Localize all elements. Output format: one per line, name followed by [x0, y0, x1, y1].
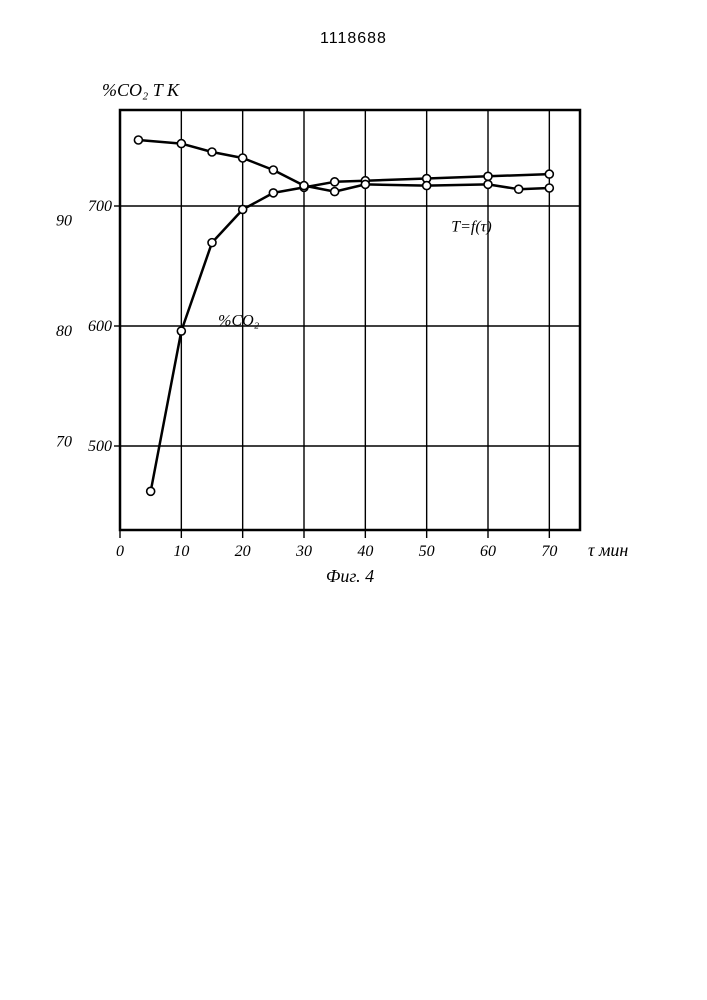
x-tick-label: 60 [480, 543, 496, 560]
series-label: %CO₂ [218, 313, 260, 330]
series-marker [134, 136, 142, 144]
series-marker [484, 172, 492, 180]
x-tick-label: 10 [173, 543, 189, 560]
x-tick-label: 40 [357, 543, 373, 560]
series-marker [484, 180, 492, 188]
x-tick-label: 50 [419, 543, 435, 560]
chart: 0 10 20 30 40 50 60 70 τ мин 70 80 90 500 600 700 %CO₂ … [0, 0, 707, 1000]
y1-tick-label: 80 [56, 323, 72, 340]
series-marker [545, 184, 553, 192]
series-marker [239, 154, 247, 162]
series-marker [177, 140, 185, 148]
series-marker [515, 185, 523, 193]
x-tick-label: 0 [116, 543, 124, 560]
x-axis-label: τ мин [588, 540, 628, 560]
x-tick-label: 30 [295, 543, 312, 560]
plot-frame [120, 110, 580, 530]
x-tick-label: 70 [541, 543, 557, 560]
x-tick-label: 20 [235, 543, 251, 560]
series-marker [239, 205, 247, 213]
document-number: 1118688 [0, 30, 707, 48]
series-marker [147, 487, 155, 495]
y-axis-label: %CO₂ T K [102, 80, 180, 100]
series-marker [545, 170, 553, 178]
series-marker [300, 182, 308, 190]
series-marker [331, 178, 339, 186]
figure-caption: Фиг. 4 [326, 566, 374, 586]
y2-tick-label: 700 [88, 198, 112, 215]
y1-tick-label: 70 [56, 434, 72, 451]
series-marker [423, 182, 431, 190]
series-marker [177, 327, 185, 335]
y2-tick-label: 600 [88, 318, 112, 335]
y2-tick-label: 500 [88, 438, 112, 455]
series-label: T=f(τ) [451, 219, 492, 236]
y1-tick-label: 90 [56, 213, 72, 230]
series-marker [361, 180, 369, 188]
series-marker [269, 166, 277, 174]
series-marker [208, 239, 216, 247]
series-marker [331, 188, 339, 196]
series-marker [208, 148, 216, 156]
series-marker [269, 189, 277, 197]
